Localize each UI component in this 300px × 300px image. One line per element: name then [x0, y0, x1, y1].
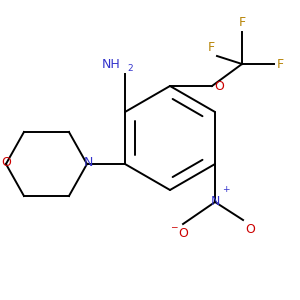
Text: N: N — [210, 194, 220, 208]
Text: +: + — [222, 185, 230, 194]
Text: F: F — [277, 58, 284, 70]
Text: NH: NH — [102, 58, 121, 71]
Text: −: − — [169, 222, 177, 231]
Text: O: O — [245, 223, 255, 236]
Text: F: F — [208, 41, 215, 54]
Text: F: F — [238, 16, 246, 29]
Text: 2: 2 — [127, 64, 133, 73]
Text: O: O — [178, 227, 188, 240]
Text: N: N — [83, 157, 93, 169]
Text: O: O — [1, 157, 11, 169]
Text: O: O — [214, 80, 224, 94]
